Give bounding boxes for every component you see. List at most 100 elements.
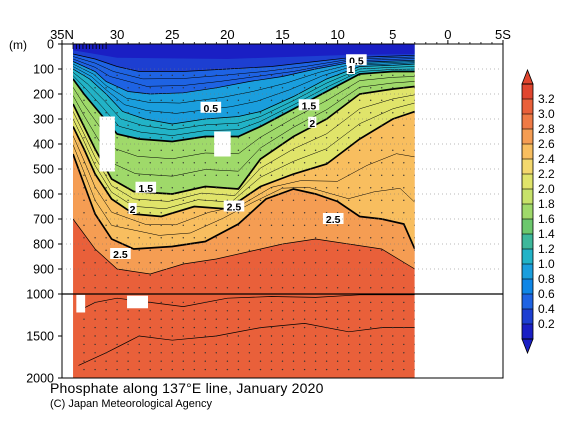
sample-dot	[193, 310, 195, 312]
sample-dot	[204, 274, 206, 276]
sample-dot	[160, 224, 162, 226]
sample-dot	[403, 74, 405, 77]
sample-dot	[281, 212, 284, 214]
sample-dot	[414, 99, 415, 101]
sample-dot	[414, 360, 415, 362]
sample-dot	[105, 318, 107, 320]
sample-dot	[182, 74, 184, 77]
sample-dot	[193, 124, 195, 127]
sample-dot	[204, 137, 206, 139]
sample-dot	[248, 162, 251, 164]
sample-dot	[127, 212, 129, 214]
sample-dot	[281, 310, 284, 312]
sample-dot	[348, 326, 350, 329]
sample-dot	[182, 249, 184, 251]
sample-dot	[105, 301, 107, 304]
sample-dot	[414, 87, 415, 89]
sample-dot	[381, 274, 383, 276]
sample-dot	[359, 326, 361, 329]
sample-dot	[94, 224, 96, 226]
sample-dot	[281, 343, 284, 346]
colorbar-tick-label: 1.6	[538, 212, 555, 226]
sample-dot	[381, 149, 383, 151]
sample-dot	[336, 262, 339, 264]
sample-dot	[248, 335, 251, 337]
sample-dot	[270, 335, 273, 337]
sample-dot	[248, 274, 251, 276]
sample-dot	[138, 237, 140, 239]
sample-dot	[215, 212, 217, 214]
colorbar-tick-label: 2.6	[538, 137, 555, 151]
sample-dot	[204, 301, 206, 304]
sample-dot	[171, 137, 173, 139]
y-tick-label: 600	[33, 188, 54, 202]
sample-dot	[392, 162, 394, 164]
sample-dot	[314, 326, 317, 329]
sample-dot	[359, 174, 361, 176]
colorbar-top-arrow	[521, 68, 534, 85]
sample-dot	[138, 87, 140, 89]
contour-line-minor	[73, 94, 415, 202]
missing-block	[99, 116, 115, 172]
contour-line	[73, 85, 415, 195]
sample-dot	[414, 199, 415, 201]
sample-dot	[359, 237, 361, 239]
sample-dot	[292, 174, 295, 176]
sample-dot	[359, 137, 361, 139]
contour-label: 0.5	[204, 103, 219, 115]
sample-dot	[359, 368, 361, 371]
sample-dot	[381, 162, 383, 164]
sample-dot	[94, 87, 96, 89]
sample-dot	[248, 137, 251, 139]
sample-dot	[381, 224, 383, 226]
sample-dot	[182, 262, 184, 264]
sample-dot	[105, 112, 107, 114]
sample-dot	[94, 212, 96, 214]
y-tick-label: 1500	[26, 330, 54, 344]
sample-dot	[403, 224, 405, 226]
sample-dot	[193, 149, 195, 151]
sample-dot	[303, 249, 306, 251]
sample-dot	[226, 237, 229, 239]
sample-dot	[336, 343, 339, 346]
sample-dot	[127, 87, 129, 89]
sample-dot	[248, 199, 251, 201]
sample-dot	[281, 249, 284, 251]
colorbar-tick-label: 1.4	[538, 227, 555, 241]
sample-dot	[259, 137, 262, 139]
sample-dot	[94, 124, 96, 127]
sample-dot	[204, 99, 206, 102]
sample-dot	[127, 343, 129, 346]
sample-dot	[237, 87, 240, 89]
sample-dot	[116, 287, 118, 289]
sample-dot	[248, 287, 251, 289]
sample-dot	[348, 124, 350, 127]
sample-dot	[414, 124, 415, 126]
sample-dot	[259, 249, 262, 251]
sample-dot	[193, 112, 195, 114]
sample-dot	[381, 335, 383, 337]
y-tick-label: 100	[33, 63, 54, 77]
sample-dot	[204, 343, 206, 346]
sample-dot	[248, 87, 251, 89]
colorbar-tick-label: 2.0	[538, 182, 555, 196]
sample-dot	[138, 174, 140, 176]
colorbar-band	[522, 189, 533, 205]
sample-dot	[292, 137, 295, 139]
sample-dot	[359, 99, 361, 102]
sample-dot	[336, 335, 339, 337]
contour-label: 1.5	[302, 100, 317, 112]
colorbar: 3.23.02.82.62.42.22.01.81.61.41.21.00.80…	[521, 68, 555, 355]
sample-dot	[149, 301, 151, 304]
sample-dot	[83, 74, 85, 77]
colorbar-band	[522, 324, 533, 340]
sample-dot	[94, 352, 96, 354]
sample-dot	[381, 352, 383, 354]
sample-dot	[138, 224, 140, 226]
y-tick-label: 700	[33, 213, 54, 227]
sample-dot	[392, 310, 394, 312]
sample-dot	[370, 87, 372, 89]
sample-dot	[248, 187, 251, 189]
sample-dot	[204, 149, 206, 151]
sample-dot	[248, 124, 251, 127]
